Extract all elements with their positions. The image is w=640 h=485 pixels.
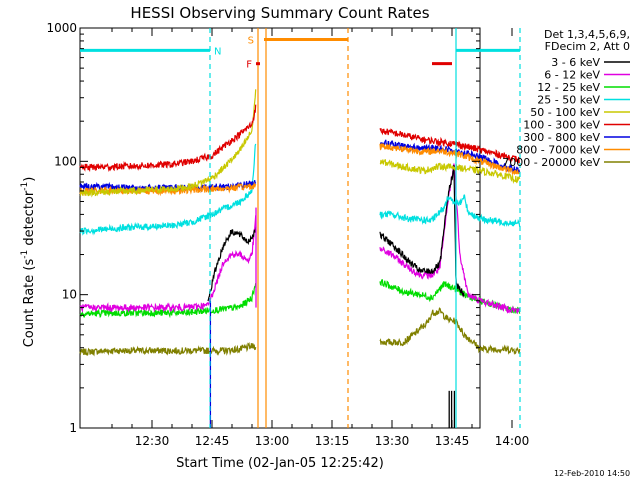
series-6-segment-1 [379, 143, 521, 176]
series-7-segment-0 [79, 89, 257, 198]
plot-frame [79, 27, 481, 429]
legend-header-0: Det 1,3,4,5,6,9, [544, 28, 630, 41]
overlay-layer: N S F [80, 28, 521, 428]
flag-label-S: S [248, 35, 254, 46]
y-axis-label-main: Count Rate (s [22, 259, 37, 348]
y-axis-label-sup1: -1 [20, 250, 30, 259]
x-tick-label: 14:00 [495, 434, 530, 448]
y-axis-label-end: ) [22, 177, 37, 182]
x-tick-label: 13:45 [435, 434, 470, 448]
y-tick-label: 1000 [46, 21, 77, 35]
x-tick-label: 12:30 [135, 434, 170, 448]
svg-text:Count Rate (s-1 detector-1): Count Rate (s-1 detector-1) [20, 177, 37, 348]
legend-label-3: 25 - 50 keV [537, 94, 600, 107]
legend-label-6: 300 - 800 keV [523, 131, 600, 144]
series-4-segment-0 [79, 143, 257, 236]
legend-label-1: 6 - 12 keV [544, 69, 600, 82]
x-axis-label: Start Time (02-Jan-05 12:25:42) [176, 456, 384, 471]
tick-layer: 1 10 100 1000 12:30 12:45 13:00 13:15 13:30 13:45… [46, 21, 529, 448]
x-tick-label: 12:45 [195, 434, 230, 448]
legend: Det 1,3,4,5,6,9,FDecim 2, Att 0 3 - 6 keV… [502, 28, 630, 169]
series-2-segment-0 [79, 215, 257, 313]
series-3-segment-0 [207, 226, 257, 302]
legend-label-2: 12 - 25 keV [537, 81, 600, 94]
data-series-layer [79, 89, 521, 428]
series-8-segment-1 [379, 128, 521, 164]
series-1-segment-0 [79, 283, 257, 319]
legend-label-0: 3 - 6 keV [551, 56, 600, 69]
y-axis-label-mid: detector [22, 190, 37, 250]
chart-title: HESSI Observing Summary Count Rates [130, 4, 429, 22]
legend-label-7: 800 - 7000 keV [516, 144, 600, 157]
timestamp: 12-Feb-2010 14:50 [554, 469, 630, 478]
series-7-segment-1 [379, 159, 521, 184]
series-3-segment-1 [379, 164, 465, 298]
y-tick-label: 10 [62, 288, 77, 302]
legend-label-4: 50 - 100 keV [530, 106, 600, 119]
series-8-segment-0 [79, 104, 257, 173]
y-axis-label-sup2: -1 [20, 182, 30, 191]
plot-area-border [79, 27, 481, 429]
series-4-segment-1 [379, 194, 521, 227]
x-tick-label: 13:15 [315, 434, 350, 448]
x-tick-label: 13:00 [255, 434, 290, 448]
series-0-segment-0 [79, 341, 257, 357]
legend-header-1: FDecim 2, Att 0 [545, 40, 630, 53]
series-2-segment-1 [379, 163, 521, 315]
series-0-segment-1 [379, 307, 521, 355]
flag-label-F: F [246, 60, 252, 71]
y-tick-label: 1 [69, 421, 77, 435]
flag-label-N: N [214, 46, 221, 57]
legend-label-8: 7000 - 20000 keV [502, 156, 600, 169]
legend-label-5: 100 - 300 keV [523, 119, 600, 132]
y-tick-label: 100 [54, 154, 77, 168]
y-axis-label: Count Rate (s-1 detector-1) [20, 177, 37, 348]
x-tick-label: 13:30 [375, 434, 410, 448]
